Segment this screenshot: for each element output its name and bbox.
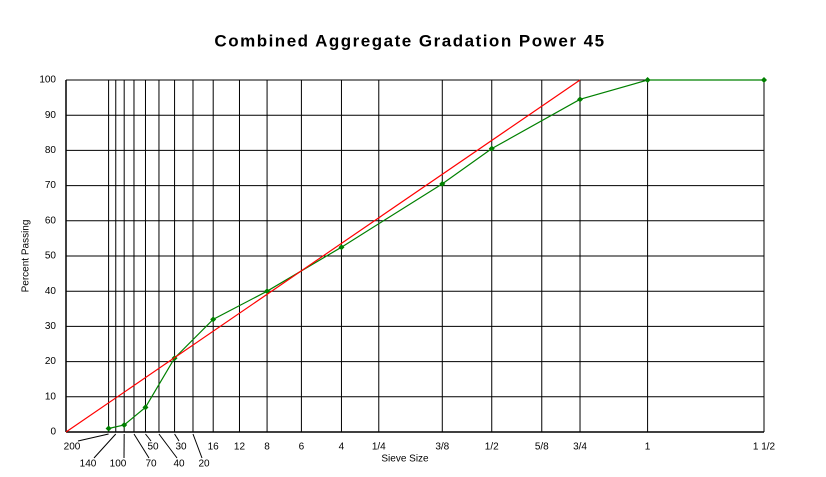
y-tick-label: 20 xyxy=(45,356,57,367)
data-point xyxy=(644,77,651,83)
x-tick-label: 70 xyxy=(145,459,157,470)
x-tick-pointer xyxy=(158,433,178,459)
y-tick-label: 40 xyxy=(45,286,57,297)
data-point xyxy=(577,96,584,103)
data-point xyxy=(338,244,345,251)
x-tick-label: 50 xyxy=(147,442,159,453)
y-tick-label: 90 xyxy=(45,110,57,121)
x-tick-label: 140 xyxy=(80,459,97,470)
x-tick-label: 1 1/2 xyxy=(753,442,776,453)
x-tick-label: 1/4 xyxy=(372,442,386,453)
data-point xyxy=(210,316,217,323)
x-tick-label: 3/4 xyxy=(573,442,587,453)
x-tick-label: 6 xyxy=(299,442,305,453)
data-point xyxy=(121,421,128,428)
x-tick-label: 12 xyxy=(234,442,246,453)
x-tick-pointer xyxy=(77,433,109,442)
x-tick-pointer xyxy=(93,433,117,459)
x-tick-label: 3/8 xyxy=(435,442,449,453)
x-tick-label: 100 xyxy=(110,459,127,470)
y-tick-label: 0 xyxy=(50,427,56,438)
x-tick-label: 30 xyxy=(175,442,187,453)
x-tick-label: 1 xyxy=(645,442,651,453)
data-point xyxy=(439,180,446,187)
y-tick-label: 10 xyxy=(45,391,57,402)
x-tick-pointer xyxy=(133,433,150,459)
x-tick-label: 200 xyxy=(64,442,81,453)
x-tick-label: 4 xyxy=(339,442,345,453)
x-tick-pointer xyxy=(145,433,152,442)
x-tick-label: 1/2 xyxy=(485,442,499,453)
series-line xyxy=(65,79,581,433)
x-tick-label: 16 xyxy=(208,442,220,453)
y-tick-label: 80 xyxy=(45,145,57,156)
x-tick-pointer xyxy=(192,433,203,459)
data-point xyxy=(142,404,149,411)
data-point xyxy=(105,425,112,432)
x-tick-label: 20 xyxy=(198,459,210,470)
x-tick-label: 8 xyxy=(264,442,270,453)
y-tick-label: 60 xyxy=(45,215,57,226)
x-tick-label: 40 xyxy=(173,459,185,470)
y-tick-label: 30 xyxy=(45,321,57,332)
chart-title: Combined Aggregate Gradation Power 45 xyxy=(214,31,605,50)
y-axis-label: Percent Passing xyxy=(21,220,32,293)
data-point xyxy=(488,145,495,152)
y-tick-label: 50 xyxy=(45,251,57,262)
x-tick-label: 5/8 xyxy=(535,442,549,453)
x-axis-label: Sieve Size xyxy=(381,454,429,465)
x-tick-pointer xyxy=(174,433,180,442)
data-point xyxy=(761,77,767,83)
y-tick-label: 100 xyxy=(39,75,56,86)
series-line xyxy=(108,79,764,430)
y-tick-label: 70 xyxy=(45,180,57,191)
